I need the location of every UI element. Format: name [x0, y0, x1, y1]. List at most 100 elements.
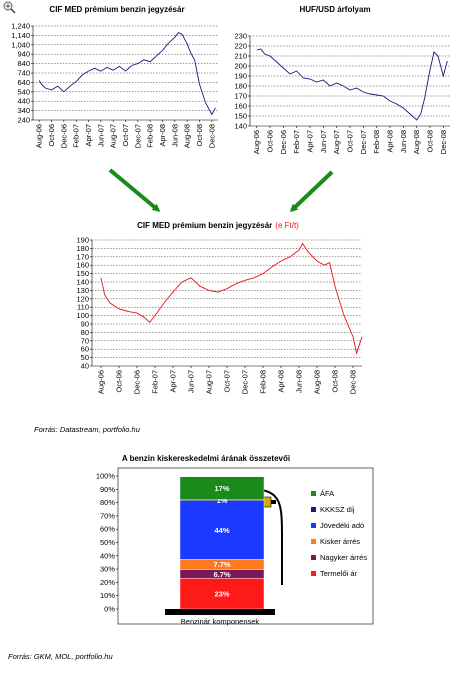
x-tick-label: Dec-07 [133, 124, 142, 148]
x-tick-label: Feb-08 [146, 124, 155, 148]
legend-swatch [311, 523, 316, 528]
x-tick-label: Aug-06 [35, 124, 44, 148]
source-top: Forrás: Datastream, portfolio.hu [34, 425, 141, 434]
x-tick-label: Dec-08 [207, 124, 216, 148]
segment-label: 6.7% [213, 570, 230, 579]
x-tick-label: Dec-06 [133, 370, 142, 394]
y-tick-label: 40% [100, 551, 115, 560]
legend-label: Kisker árrés [320, 537, 360, 546]
chart2-axes [249, 35, 450, 127]
x-tick-label: Jun-08 [295, 370, 304, 393]
chart4-y-ticks: 0% 10% 20% 30% 40% 50% 60% 70% 80% 90% 100% [96, 472, 118, 614]
x-tick-label: Dec-08 [439, 130, 448, 154]
pump-decoration [261, 489, 283, 585]
x-tick-label: Apr-07 [84, 124, 93, 147]
x-tick-label: Oct-08 [426, 130, 435, 153]
legend-label: KKKSZ díj [320, 505, 355, 514]
segment-label: 7.7% [213, 560, 230, 569]
pump-hose [261, 489, 283, 585]
y-tick-label: 10% [100, 591, 115, 600]
x-tick-label: Aug-07 [109, 124, 118, 148]
chart3-title-unit: (e Ft/t) [275, 221, 299, 230]
x-tick-label: Feb-08 [259, 370, 268, 394]
x-tick-label: Jun-08 [399, 130, 408, 153]
chart-benzin-composition: A benzin kiskereskedelmi árának összetev… [96, 454, 374, 626]
y-tick-label: 160 [234, 102, 247, 111]
segment-label: 17% [214, 484, 229, 493]
y-tick-label: 120 [76, 294, 89, 303]
y-tick-label: 180 [76, 244, 89, 253]
bar-segment [179, 500, 265, 560]
x-tick-label: Dec-07 [359, 130, 368, 154]
chart-huf-usd: HUF/USD árfolyam 14015016017018019020021… [234, 5, 450, 154]
y-tick-label: 640 [17, 78, 30, 87]
chart1-axes [32, 25, 218, 121]
y-tick-label: 170 [76, 252, 89, 261]
x-tick-label: Aug-08 [412, 130, 421, 154]
x-tick-label: Feb-07 [292, 130, 301, 154]
chart4-frame [117, 467, 374, 625]
legend-swatch [311, 571, 316, 576]
x-tick-label: Aug-07 [205, 370, 214, 394]
y-tick-label: 210 [234, 52, 247, 61]
chart4-category-label: Benzinár komponensek [181, 617, 260, 626]
x-tick-label: Dec-06 [279, 130, 288, 154]
y-tick-label: 80% [100, 498, 115, 507]
chart2-x-ticks: Aug-06 Oct-06 Dec-06 Feb-07 Apr-07 Jun-07 Aug-… [252, 126, 448, 154]
x-tick-label: Oct-08 [195, 124, 204, 147]
segment-label: 44% [214, 526, 229, 535]
zoom-in-icon[interactable] [3, 1, 16, 14]
x-tick-label: Aug-06 [252, 130, 261, 154]
y-tick-label: 740 [17, 69, 30, 78]
y-tick-label: 80 [81, 328, 89, 337]
chart-cif-med-huf: CIF MED prémium benzin jegyzésár (e Ft/t)… [76, 221, 363, 394]
x-tick-label: Oct-07 [346, 130, 355, 153]
y-tick-label: 220 [234, 42, 247, 51]
chart3-title: CIF MED prémium benzin jegyzésár (e Ft/t) [137, 221, 299, 230]
y-tick-label: 100 [76, 311, 89, 320]
segment-label: 23% [214, 590, 229, 599]
y-tick-label: 50% [100, 538, 115, 547]
y-tick-label: 0% [104, 605, 115, 614]
x-tick-label: Oct-06 [115, 370, 124, 393]
x-tick-label: Apr-07 [169, 370, 178, 393]
y-tick-label: 190 [234, 72, 247, 81]
chart3-axes [91, 239, 362, 367]
y-tick-label: 170 [234, 92, 247, 101]
x-tick-label: Oct-06 [47, 124, 56, 147]
source-bottom: Forrás: GKM, MOL, portfolio.hu [8, 652, 113, 661]
x-tick-label: Jun-07 [187, 370, 196, 393]
x-tick-label: Aug-06 [97, 370, 106, 394]
y-tick-label: 90% [100, 485, 115, 494]
y-tick-label: 20% [100, 578, 115, 587]
y-tick-label: 160 [76, 261, 89, 270]
x-tick-label: Jun-07 [96, 124, 105, 147]
y-tick-label: 90 [81, 320, 89, 329]
chart3-series-line [100, 242, 363, 356]
y-tick-label: 50 [81, 353, 89, 362]
y-tick-label: 180 [234, 82, 247, 91]
x-tick-label: Apr-08 [386, 130, 395, 153]
legend-swatch [311, 507, 316, 512]
x-tick-label: Feb-07 [151, 370, 160, 394]
y-tick-label: 70 [81, 336, 89, 345]
x-tick-label: Apr-08 [158, 124, 167, 147]
x-tick-label: Dec-07 [241, 370, 250, 394]
y-tick-label: 60 [81, 345, 89, 354]
y-tick-label: 1,040 [11, 40, 30, 49]
chart3-y-ticks: 4050607080901001101201301401501601701801… [76, 236, 92, 371]
y-tick-label: 140 [76, 278, 89, 287]
y-tick-label: 150 [76, 269, 89, 278]
y-tick-label: 340 [17, 106, 30, 115]
x-tick-label: Aug-08 [183, 124, 192, 148]
x-tick-label: Apr-08 [277, 370, 286, 393]
x-tick-label: Oct-07 [223, 370, 232, 393]
legend-swatch [311, 491, 316, 496]
y-tick-label: 1,240 [11, 22, 30, 31]
y-tick-label: 140 [234, 122, 247, 131]
chart4-title: A benzin kiskereskedelmi árának összetev… [122, 454, 290, 463]
x-tick-label: Aug-08 [313, 370, 322, 394]
chart3-title-text: CIF MED prémium benzin jegyzésár [137, 221, 272, 230]
